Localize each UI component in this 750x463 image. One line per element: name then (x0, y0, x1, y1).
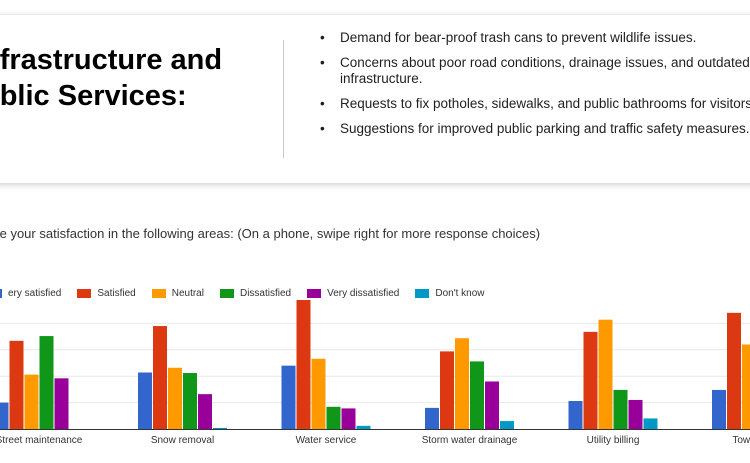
bar[interactable] (213, 427, 227, 429)
bar[interactable] (470, 361, 484, 429)
bullet-text: Requests to fix potholes, sidewalks, and… (340, 96, 750, 111)
bullet-text: Suggestions for improved public parking … (340, 121, 750, 136)
bar[interactable] (296, 300, 311, 429)
bar[interactable] (54, 378, 69, 429)
bar[interactable] (598, 319, 613, 429)
card-title-line-1: nfrastructure and (0, 44, 223, 76)
legend-label: Very dissatisfied (327, 287, 400, 299)
bar[interactable] (39, 336, 54, 429)
legend-swatch (77, 288, 92, 298)
legend-item[interactable]: Satisfied (77, 287, 136, 299)
card-divider (283, 40, 284, 158)
legend-label: Dissatisfied (239, 287, 292, 299)
bar[interactable] (0, 402, 9, 429)
legend-label: ery satisfied (8, 287, 62, 299)
bar[interactable] (568, 401, 583, 429)
card-title: nfrastructure and ublic Services: (0, 42, 282, 114)
x-tick-label: Snow removal (151, 435, 214, 446)
bullet-glyph: • (320, 96, 325, 111)
legend-item[interactable]: Dissatisfied (219, 287, 292, 299)
bullet-item: • Demand for bear-proof trash cans to pre… (318, 30, 750, 46)
x-tick-label: Utility billing (587, 435, 640, 446)
bar[interactable] (455, 338, 469, 429)
bullet-list: • Demand for bear-proof trash cans to pre… (318, 30, 750, 146)
bullet-item: • Requests to fix potholes, sidewalks, an… (318, 96, 750, 112)
bar[interactable] (742, 344, 750, 429)
legend-swatch (0, 288, 2, 298)
summary-card (0, 14, 750, 183)
bar[interactable] (613, 389, 628, 429)
chart-title: te your satisfaction in the following ar… (0, 226, 541, 241)
legend-swatch (219, 288, 234, 298)
bullet-item: • Suggestions for improved public parking… (318, 121, 750, 137)
legend-label: Neutral (171, 287, 204, 299)
legend-label: Satisfied (97, 287, 136, 299)
legend-swatch (415, 288, 430, 298)
bar[interactable] (9, 340, 24, 429)
legend-swatch (151, 288, 166, 298)
bullet-glyph: • (320, 30, 325, 45)
legend-item[interactable]: Very dissatisfied (307, 288, 399, 299)
bar[interactable] (168, 367, 182, 429)
bullet-glyph: • (320, 55, 325, 70)
bar[interactable] (727, 312, 741, 429)
bar[interactable] (153, 326, 167, 429)
bullet-text: Concerns about poor road conditions, dra… (340, 55, 750, 86)
bar[interactable] (326, 406, 341, 429)
bar[interactable] (138, 372, 152, 429)
legend-item[interactable]: ery satisfied (0, 288, 61, 299)
bullet-text: Demand for bear-proof trash cans to prev… (340, 30, 697, 45)
bar[interactable] (281, 365, 296, 429)
x-tick-label: Street maintenance (0, 435, 83, 446)
bar[interactable] (311, 358, 326, 429)
legend-label: Don't know (435, 287, 485, 299)
x-tick-label: Storm water drainage (422, 435, 518, 446)
bar[interactable] (500, 421, 514, 429)
bullet-item: • Concerns about poor road conditions, dr… (318, 55, 750, 87)
x-tick-label: Town trans (732, 435, 750, 446)
legend-item[interactable]: Don't know (415, 287, 485, 299)
bar[interactable] (583, 331, 598, 429)
bar[interactable] (356, 425, 371, 429)
bar[interactable] (628, 399, 643, 429)
legend-item[interactable]: Neutral (151, 287, 204, 299)
bar[interactable] (440, 351, 454, 429)
legend-swatch (307, 288, 322, 298)
bar[interactable] (341, 408, 356, 429)
bar[interactable] (24, 374, 39, 429)
chart-legend: ery satisfied Satisfied Neutral Dissatis… (0, 287, 501, 299)
x-tick-label: Water service (296, 435, 357, 446)
bar[interactable] (485, 381, 499, 429)
bar[interactable] (643, 418, 658, 429)
bar[interactable] (712, 389, 726, 429)
top-band (0, 0, 750, 16)
bar[interactable] (183, 373, 197, 429)
card-title-line-2: ublic Services: (0, 80, 187, 112)
bar-chart: Street maintenance Snow removal Water serv… (0, 300, 750, 446)
bullet-glyph: • (320, 121, 325, 136)
bar[interactable] (198, 394, 212, 429)
bar[interactable] (425, 407, 439, 429)
